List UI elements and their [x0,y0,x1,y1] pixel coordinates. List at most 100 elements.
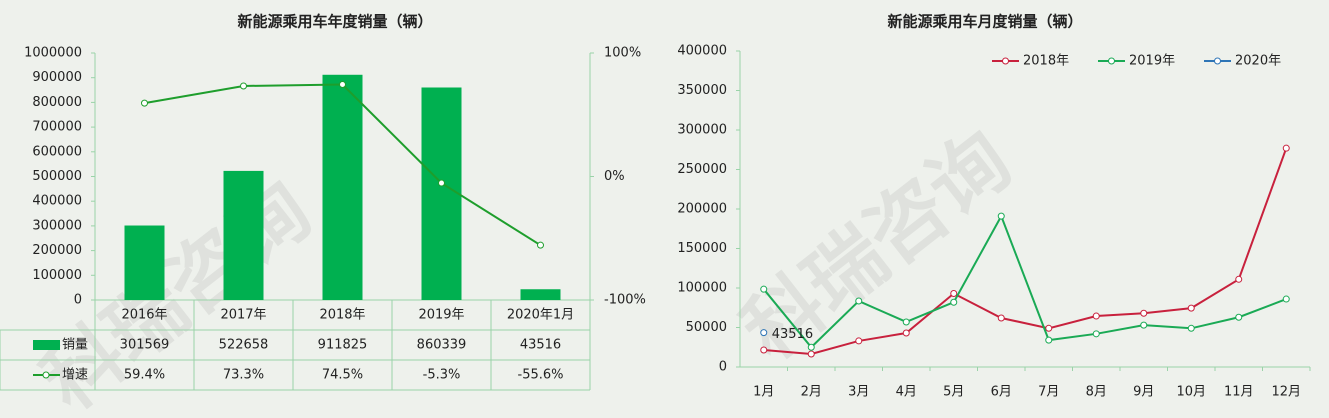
x-tick-label: 12月 [1271,385,1301,400]
y-tick-label: 400000 [32,194,82,209]
x-tick-label: 5月 [943,385,964,400]
y-tick-label: 700000 [32,120,82,135]
table-cell: -5.3% [423,368,461,383]
y-tick-label: 0 [74,293,82,308]
legend-label: 增速 [62,368,88,383]
line [763,147,1288,355]
legend-marker [42,371,50,379]
bar [223,170,264,300]
y-tick-label: 600000 [32,144,82,159]
table-cell: 911825 [318,338,368,353]
point [997,314,1005,322]
x-tick-label: 7月 [1038,385,1059,400]
point [950,298,958,306]
point [1140,309,1148,317]
y-tick-label: 300000 [677,123,727,138]
data-label: 43516 [772,327,813,342]
legend-marker [1214,57,1221,65]
x-tick-label: 10月 [1176,385,1206,400]
point [339,80,346,88]
y-tick-label: 200000 [32,243,82,258]
x-tick-label: 3月 [848,385,869,400]
point [760,329,768,337]
y-tick-label: 500000 [32,169,82,184]
point [760,285,768,293]
point [902,329,910,337]
bar [520,289,561,300]
table-cell: 301569 [120,338,170,353]
y-tick-label: 800000 [32,95,82,110]
point [807,343,815,351]
legend-label: 2020年 [1235,54,1281,69]
table-cell: 59.4% [124,368,165,383]
point [1187,304,1195,312]
x-tick-label: 4月 [896,385,917,400]
point [1187,324,1195,332]
x-tick-label: 2018年 [319,308,365,323]
point [902,318,910,326]
table-cell: -55.6% [518,368,564,383]
x-tick-label: 6月 [991,385,1012,400]
y-tick-label: 1000000 [24,46,82,61]
legend-marker [1108,57,1115,65]
table-cell: 73.3% [223,368,264,383]
x-tick-label: 9月 [1133,385,1154,400]
x-tick-label: 1月 [753,385,774,400]
point [1092,312,1100,320]
point [1045,336,1053,344]
legend-label: 2019年 [1129,54,1175,69]
y-tick-label: 250000 [677,162,727,177]
point [1235,275,1243,283]
point [1282,144,1290,152]
y-tick-label: 900000 [32,70,82,85]
chart-title: 新能源乘用车年度销量（辆） [237,13,432,31]
legend-swatch [33,340,60,350]
point [760,346,768,354]
x-tick-label: 2月 [801,385,822,400]
line [762,213,1287,349]
y2-tick-label: -100% [604,293,646,308]
y2-tick-label: 100% [604,46,641,61]
point [807,350,815,358]
legend-label: 2018年 [1023,54,1069,69]
point [141,99,148,107]
point [1235,313,1243,321]
point [1092,330,1100,338]
y-tick-label: 50000 [686,320,727,335]
point [950,290,958,298]
y-tick-label: 100000 [677,281,727,296]
table-cell: 74.5% [322,368,363,383]
y-tick-label: 300000 [32,218,82,233]
point [855,297,863,305]
table-cell: 522658 [219,338,269,353]
point [855,337,863,345]
point [1140,321,1148,329]
table-cell: 43516 [520,338,561,353]
legend-marker [1002,57,1009,65]
x-tick-label: 11月 [1224,385,1254,400]
x-tick-label: 2017年 [220,308,266,323]
point [1282,295,1290,303]
point [997,212,1005,220]
y-tick-label: 100000 [32,268,82,283]
table-cell: 860339 [417,338,467,353]
y-tick-label: 400000 [677,44,727,59]
point [1045,324,1053,332]
y-tick-label: 150000 [677,241,727,256]
chart-title: 新能源乘用车月度销量（辆） [887,13,1082,31]
y-tick-label: 350000 [677,83,727,98]
point [240,82,247,90]
x-tick-label: 2016年 [121,308,167,323]
bar [322,74,363,300]
x-tick-label: 2020年1月 [507,308,574,323]
point [438,179,445,187]
bar [421,87,462,300]
y2-tick-label: 0% [604,169,625,184]
point [537,241,544,249]
bar [124,225,165,300]
legend-label: 销量 [62,338,88,353]
x-tick-label: 8月 [1086,385,1107,400]
y-tick-label: 0 [719,360,727,375]
